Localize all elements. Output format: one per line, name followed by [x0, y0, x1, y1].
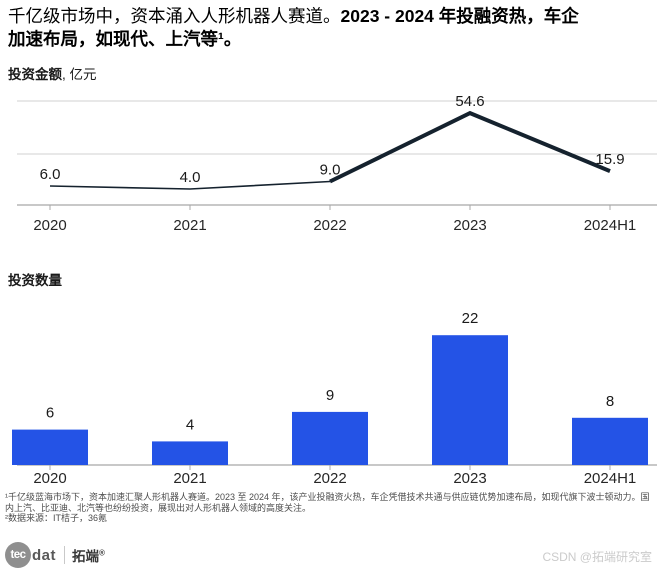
bar-x-label: 2022: [313, 470, 346, 487]
logo-brand-cn: 拓端®: [72, 548, 105, 565]
count-chart-label-bold: 投资数量: [8, 273, 62, 288]
logo-circle-icon: tec: [5, 542, 31, 568]
title-bold-2: 加速布局，如现代、上汽等¹。: [8, 29, 242, 49]
line-x-label: 2022: [313, 217, 346, 234]
line-value-label: 15.9: [595, 151, 624, 168]
logo-wordmark: dat: [32, 546, 56, 564]
line-value-label: 4.0: [180, 169, 201, 186]
amount-chart-label-bold: 投资金额: [8, 67, 62, 82]
bar-value-label: 22: [462, 310, 479, 327]
bar-value-label: 9: [326, 387, 334, 404]
footnote-2: ²数据来源：IT桔子，36氪: [5, 513, 108, 523]
bar: [12, 429, 88, 465]
line-value-label: 54.6: [455, 93, 484, 110]
line-value-label: 9.0: [320, 162, 341, 179]
amount-chart-label: 投资金额, 亿元: [8, 63, 97, 83]
bar-chart: 6 4 9 22 8 2020 2021 2022 2023 2024H1: [12, 310, 657, 487]
bar-value-label: 6: [46, 405, 54, 422]
watermark: CSDN @拓端研究室: [542, 550, 652, 564]
bar-x-label: 2024H1: [584, 470, 637, 487]
bar-x-label: 2023: [453, 470, 486, 487]
bar-x-label: 2021: [173, 470, 206, 487]
line-x-label: 2024H1: [584, 217, 637, 234]
bar-x-label: 2020: [33, 470, 66, 487]
line-x-label: 2020: [33, 217, 66, 234]
amount-chart-unit: , 亿元: [62, 67, 97, 82]
registered-mark: ®: [99, 548, 105, 558]
bar: [572, 417, 648, 465]
footnotes: ¹千亿级蓝海市场下，资本加速汇聚人形机器人赛道。2023 至 2024 年，该产…: [5, 492, 655, 524]
tecdat-logo: tec dat 拓端®: [5, 541, 105, 569]
line-chart: 6.0 4.0 9.0 54.6 15.9 2020 2021 2022 2023 2024H1: [17, 93, 657, 234]
bar: [432, 335, 508, 465]
line-series-thin: [49, 180, 331, 190]
bar-value-label: 8: [606, 393, 614, 410]
line-series-thick: [329, 110, 611, 184]
logo-divider: [64, 546, 65, 564]
bar-value-label: 4: [186, 416, 194, 433]
line-x-label: 2023: [453, 217, 486, 234]
title-bold-1: 2023 - 2024 年投融资热，车企: [340, 6, 579, 26]
line-x-label: 2021: [173, 217, 206, 234]
line-value-label: 6.0: [40, 166, 61, 183]
footnote-1: ¹千亿级蓝海市场下，资本加速汇聚人形机器人赛道。2023 至 2024 年，该产…: [5, 492, 650, 513]
bar: [292, 411, 368, 465]
page-title: 千亿级市场中，资本涌入人形机器人赛道。2023 - 2024 年投融资热，车企加…: [8, 5, 654, 51]
count-chart-label: 投资数量: [8, 269, 62, 289]
bar: [152, 441, 228, 465]
title-regular: 千亿级市场中，资本涌入人形机器人赛道。: [8, 6, 341, 26]
